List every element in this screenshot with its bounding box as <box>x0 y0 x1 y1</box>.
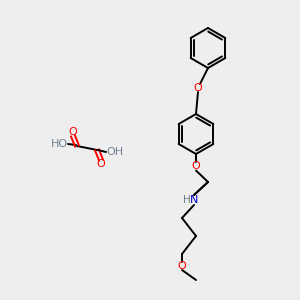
Text: O: O <box>97 159 105 169</box>
Text: OH: OH <box>106 147 124 157</box>
Text: O: O <box>194 83 202 93</box>
Text: N: N <box>190 195 198 205</box>
Text: O: O <box>69 127 77 137</box>
Text: O: O <box>192 161 200 171</box>
Text: H: H <box>183 195 191 205</box>
Text: HO: HO <box>50 139 68 149</box>
Text: O: O <box>178 261 186 271</box>
